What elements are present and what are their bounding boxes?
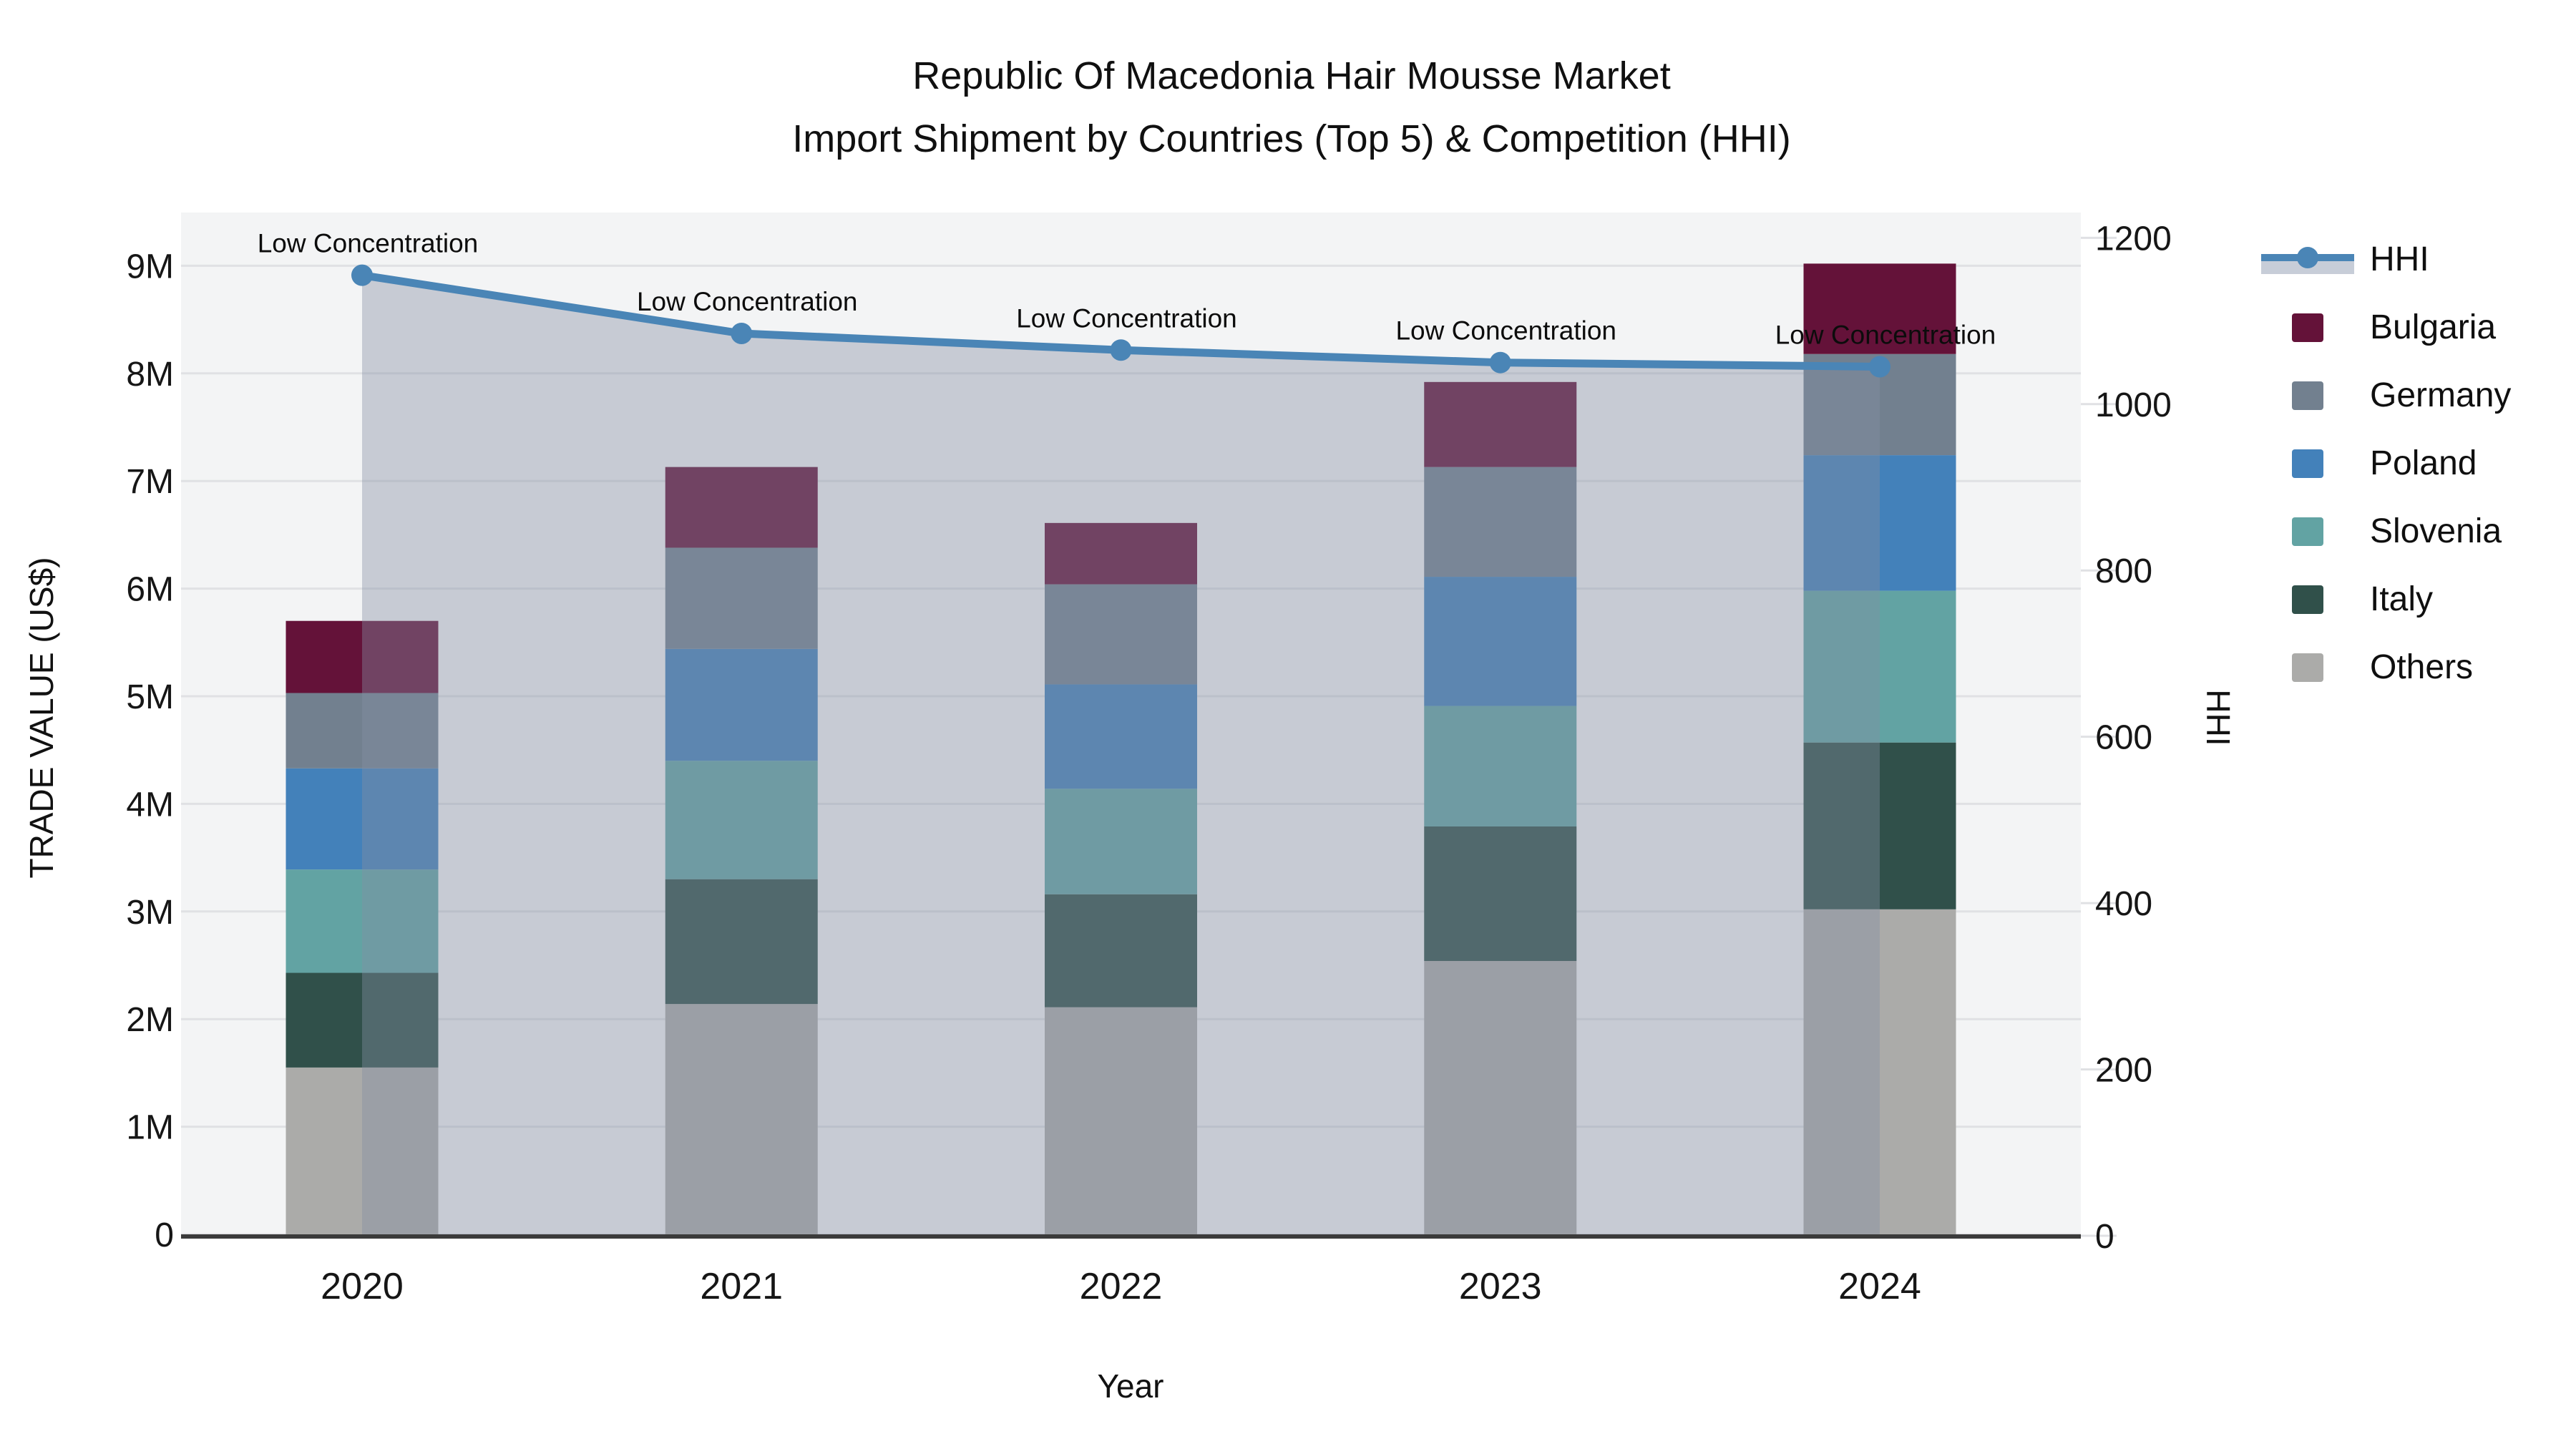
bar-segment-2023-germany	[1424, 467, 1577, 577]
legend-item-hhi[interactable]: HHI	[2261, 225, 2511, 293]
x-tick-2024: 2024	[1838, 1266, 1921, 1307]
y-right-tick-1000: 1000	[2095, 386, 2172, 424]
y-left-tick-1M: 1M	[126, 1109, 174, 1147]
bar-segment-2022-slovenia	[1045, 789, 1197, 894]
hhi-area-fill	[362, 275, 1880, 1236]
bar-segment-2020-slovenia	[286, 869, 439, 973]
hhi-marker-2022[interactable]	[1110, 339, 1132, 361]
bar-segment-2023-italy	[1424, 826, 1577, 961]
bar-segment-2020-poland	[286, 768, 439, 870]
chart-title-line2: Import Shipment by Countries (Top 5) & C…	[792, 117, 1791, 160]
x-axis-line	[181, 1234, 2081, 1239]
legend-item-slovenia[interactable]: Slovenia	[2261, 497, 2511, 565]
legend-item-germany[interactable]: Germany	[2261, 361, 2511, 429]
hhi-annotation-2021: Low Concentration	[637, 287, 858, 316]
hhi-annotation-2023: Low Concentration	[1395, 316, 1616, 346]
y-right-tick-400: 400	[2095, 885, 2152, 923]
bar-segment-2024-slovenia	[1803, 590, 1956, 743]
x-tick-2023: 2023	[1459, 1266, 1542, 1307]
hhi-annotation-2024: Low Concentration	[1775, 321, 1996, 350]
chart-title: Republic Of Macedonia Hair Mousse Market…	[792, 44, 1791, 170]
y-axis-left-title: TRADE VALUE (US$)	[23, 557, 60, 879]
legend-label: Slovenia	[2370, 512, 2502, 550]
hhi-annotation-2022: Low Concentration	[1016, 303, 1237, 333]
bar-segment-2022-bulgaria	[1045, 522, 1197, 585]
bar-segment-2023-others	[1424, 960, 1577, 1234]
legend-label: Poland	[2370, 444, 2477, 482]
legend-item-poland[interactable]: Poland	[2261, 429, 2511, 497]
y-right-tick-0: 0	[2095, 1218, 2114, 1256]
legend-color-swatch-icon	[2261, 585, 2354, 614]
legend-item-italy[interactable]: Italy	[2261, 565, 2511, 633]
bar-segment-2021-bulgaria	[665, 467, 818, 548]
bar-segment-2022-germany	[1045, 584, 1197, 685]
hhi-line-icon	[2261, 244, 2354, 275]
y-right-tick-200: 200	[2095, 1052, 2152, 1090]
bar-segment-2023-bulgaria	[1424, 381, 1577, 467]
bar-segment-2021-poland	[665, 648, 818, 761]
bar-segment-2023-slovenia	[1424, 706, 1577, 826]
legend-item-others[interactable]: Others	[2261, 633, 2511, 701]
bar-segment-2024-others	[1803, 909, 1956, 1234]
x-tick-2020: 2020	[321, 1266, 404, 1307]
hhi-marker-2023[interactable]	[1489, 351, 1511, 374]
legend-color-swatch-icon	[2261, 313, 2354, 342]
bar-segment-2022-others	[1045, 1007, 1197, 1234]
bar-segment-2021-others	[665, 1004, 818, 1234]
y-left-tick-5M: 5M	[126, 678, 174, 716]
bar-segment-2021-slovenia	[665, 761, 818, 879]
legend-label: Italy	[2370, 580, 2434, 618]
y-right-tick-1200: 1200	[2095, 220, 2172, 258]
hhi-marker-2024[interactable]	[1869, 356, 1890, 378]
y-left-tick-7M: 7M	[126, 463, 174, 501]
x-axis-title: Year	[1097, 1367, 1164, 1405]
y-axis-right-title: HHI	[2200, 689, 2237, 746]
legend-color-swatch-icon	[2261, 517, 2354, 546]
x-tick-2021: 2021	[700, 1266, 783, 1307]
hhi-annotation-2020: Low Concentration	[258, 229, 479, 258]
legend-color-swatch-icon	[2261, 449, 2354, 478]
bar-segment-2020-bulgaria	[286, 620, 439, 693]
legend: HHI Bulgaria Germany Poland Slovenia Italy Oth…	[2261, 225, 2511, 701]
bar-segment-2024-italy	[1803, 742, 1956, 909]
bar-segment-2020-italy	[286, 972, 439, 1068]
legend-color-swatch-icon	[2261, 653, 2354, 682]
y-left-tick-3M: 3M	[126, 894, 174, 932]
y-right-tick-800: 800	[2095, 552, 2152, 590]
y-right-tick-600: 600	[2095, 719, 2152, 757]
bar-segment-2022-poland	[1045, 684, 1197, 789]
legend-label: Others	[2370, 648, 2474, 686]
legend-label: Germany	[2370, 376, 2512, 414]
chart-title-line1: Republic Of Macedonia Hair Mousse Market	[912, 54, 1671, 97]
bar-segment-2022-italy	[1045, 894, 1197, 1008]
legend-item-bulgaria[interactable]: Bulgaria	[2261, 293, 2511, 361]
legend-label: HHI	[2370, 240, 2429, 278]
bar-segment-2024-bulgaria	[1803, 263, 1956, 354]
y-left-tick-4M: 4M	[126, 786, 174, 824]
bar-segment-2021-italy	[665, 879, 818, 1005]
y-left-tick-9M: 9M	[126, 248, 174, 286]
hhi-marker-2020[interactable]	[351, 264, 373, 286]
hhi-marker-2021[interactable]	[731, 323, 753, 345]
bar-segment-2024-poland	[1803, 455, 1956, 591]
y-left-tick-2M: 2M	[126, 1001, 174, 1039]
x-tick-2022: 2022	[1080, 1266, 1163, 1307]
y-left-tick-6M: 6M	[126, 571, 174, 609]
bar-segment-2021-germany	[665, 547, 818, 649]
bar-segment-2020-others	[286, 1067, 439, 1234]
bar-segment-2023-poland	[1424, 577, 1577, 706]
bar-segment-2020-germany	[286, 693, 439, 769]
legend-label: Bulgaria	[2370, 308, 2497, 346]
y-left-tick-0: 0	[155, 1216, 174, 1254]
y-left-tick-8M: 8M	[126, 356, 174, 394]
legend-color-swatch-icon	[2261, 381, 2354, 410]
